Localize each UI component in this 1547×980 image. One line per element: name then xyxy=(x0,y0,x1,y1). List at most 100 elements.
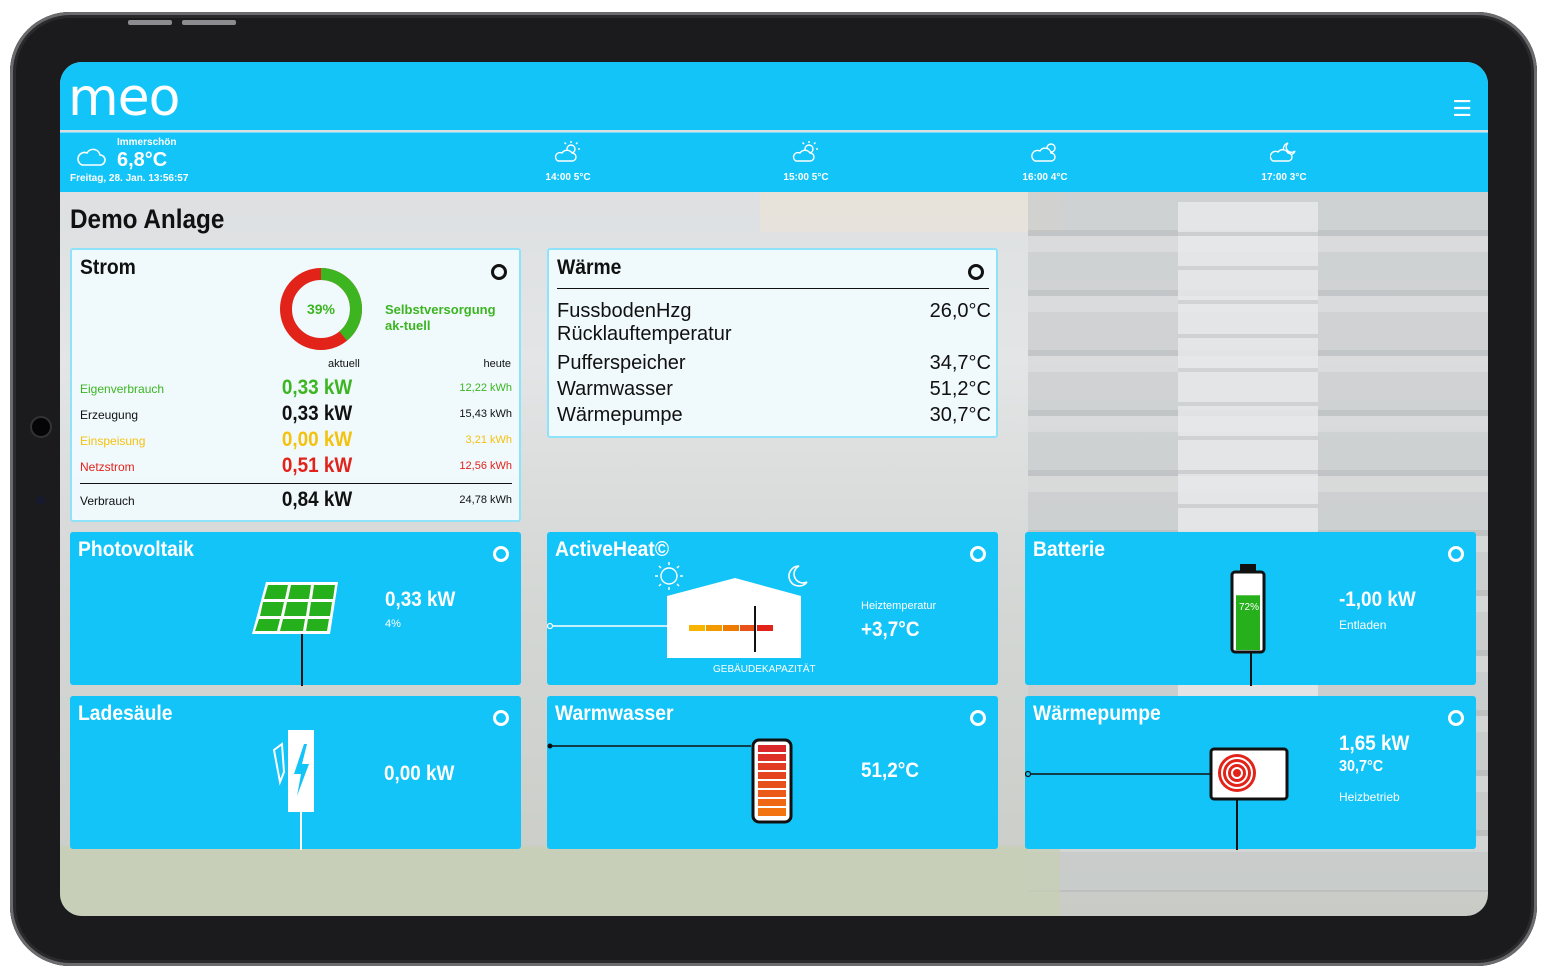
weather-datetime: Freitag, 28. Jan. 13:56:57 xyxy=(70,173,189,184)
cloud-moon-icon xyxy=(1269,142,1296,162)
building-capacity-graphic xyxy=(547,562,808,658)
row-label: Wärmepumpe xyxy=(557,404,683,426)
page-title: Demo Anlage xyxy=(70,204,225,234)
divider xyxy=(80,483,512,484)
battery-level xyxy=(1236,595,1260,650)
column-header-today: heute xyxy=(483,358,511,370)
forecast-label: 17:00 3°C xyxy=(1261,172,1307,183)
weather-temperature: 6,8°C xyxy=(117,149,168,171)
refresh-icon[interactable] xyxy=(970,546,986,562)
row-current: 0,33 kW xyxy=(281,376,352,399)
row-label: FussbodenHzg xyxy=(557,300,692,322)
heating-temp-value: +3,7°C xyxy=(861,618,920,641)
weather-bar: Immerschön 6,8°C Freitag, 28. Jan. 13:56… xyxy=(60,132,1488,192)
refresh-icon[interactable] xyxy=(970,710,986,726)
background-photo xyxy=(760,192,1060,232)
warmwater-temp: 51,2°C xyxy=(861,759,919,782)
row-today: 12,22 kWh xyxy=(459,382,512,394)
row-today: 15,43 kWh xyxy=(459,408,512,420)
row-value: 26,0°C xyxy=(929,300,991,322)
card-title: Wärme xyxy=(557,256,622,279)
card-title: Batterie xyxy=(1033,538,1105,561)
row-label: Eigenverbrauch xyxy=(80,382,165,396)
moon-icon xyxy=(788,565,808,587)
waerme-row: Pufferspeicher 34,7°C xyxy=(557,352,991,375)
batterie-card[interactable]: Batterie 72% -1,00 kW Entladen xyxy=(1025,532,1476,686)
app-header: meo ☰ xyxy=(60,62,1488,130)
forecast-item: 15:00 5°C xyxy=(776,141,836,183)
row-today: 24,78 kWh xyxy=(459,494,512,506)
row-label: Einspeisung xyxy=(80,434,146,448)
row-current: 0,33 kW xyxy=(281,402,352,425)
solar-panel-icon xyxy=(252,582,338,686)
card-title: Warmwasser xyxy=(555,702,674,725)
strom-row-verbrauch: Verbrauch 0,84 kW 24,78 kWh xyxy=(80,488,512,514)
forecast-item: 17:00 3°C xyxy=(1254,141,1314,183)
card-title: ActiveHeat© xyxy=(555,538,670,561)
waerme-row: Warmwasser 51,2°C xyxy=(557,378,991,401)
warmwasser-card[interactable]: Warmwasser 51,2°C xyxy=(547,696,998,849)
forecast-item: 16:00 4°C xyxy=(1015,141,1075,183)
photovoltaik-card[interactable]: Photovoltaik 0,33 kW 4% xyxy=(70,532,521,686)
row-label: Verbrauch xyxy=(80,494,135,508)
pv-power: 0,33 kW xyxy=(385,588,456,611)
row-value: 51,2°C xyxy=(929,378,991,400)
power-button xyxy=(182,20,236,25)
self-supply-percent: 39% xyxy=(307,301,336,317)
background-photo xyxy=(60,846,1060,916)
weather-location: Immerschön xyxy=(117,137,177,148)
sensor-dot xyxy=(36,496,45,505)
ladesaeule-card[interactable]: Ladesäule 0,00 kW xyxy=(70,696,521,850)
sun-cloud-icon xyxy=(554,141,580,162)
hamburger-icon[interactable]: ☰ xyxy=(1452,96,1472,121)
strom-row-eigenverbrauch: Eigenverbrauch 0,33 kW 12,22 kWh xyxy=(80,376,512,402)
charging-power: 0,00 kW xyxy=(384,762,455,785)
battery-soc: 72% xyxy=(1239,602,1260,613)
divider xyxy=(557,288,989,289)
self-supply-label: Selbstversorgung ak-tuell xyxy=(385,302,496,333)
sun-cloud-icon xyxy=(792,141,818,162)
hot-water-tank-icon xyxy=(547,738,793,824)
row-today: 12,56 kWh xyxy=(459,460,512,472)
refresh-icon[interactable] xyxy=(493,710,509,726)
heatpump-mode: Heizbetrieb xyxy=(1339,790,1400,804)
row-label: Netzstrom xyxy=(80,460,135,474)
battery-power: -1,00 kW xyxy=(1339,588,1416,611)
app-logo[interactable]: meo xyxy=(68,68,180,128)
refresh-icon[interactable] xyxy=(1448,546,1464,562)
activeheat-card[interactable]: ActiveHeat© GEBÄUDEKAPAZITÄT Heiztempera… xyxy=(547,532,998,685)
strom-row-einspeisung: Einspeisung 0,00 kW 3,21 kWh xyxy=(80,428,512,454)
heatpump-power: 1,65 kW xyxy=(1339,732,1410,755)
row-label-cont: Rücklauftemperatur xyxy=(557,323,732,345)
app-screen: meo ☰ Immerschön 6,8°C Freitag, 28. Jan.… xyxy=(60,62,1488,916)
heatpump-temp: 30,7°C xyxy=(1339,758,1384,775)
refresh-icon[interactable] xyxy=(968,264,984,280)
building-capacity-caption: GEBÄUDEKAPAZITÄT xyxy=(713,664,816,675)
refresh-icon[interactable] xyxy=(491,264,507,280)
camera-icon xyxy=(30,416,52,438)
row-label: Pufferspeicher xyxy=(557,352,686,374)
self-supply-donut: 39% xyxy=(280,268,362,350)
card-title: Strom xyxy=(80,256,136,279)
card-title: Ladesäule xyxy=(78,702,173,725)
heat-pump-icon xyxy=(1025,747,1289,850)
waermepumpe-card[interactable]: Wärmepumpe 1,65 kW 30,7°C Heizbetrieb xyxy=(1025,696,1476,850)
heating-temp-label: Heiztemperatur xyxy=(861,600,937,612)
row-today: 3,21 kWh xyxy=(465,434,512,446)
row-current: 0,00 kW xyxy=(281,428,352,451)
row-value: 34,7°C xyxy=(929,352,991,374)
strom-row-erzeugung: Erzeugung 0,33 kW 15,43 kWh xyxy=(80,402,512,428)
row-label: Warmwasser xyxy=(557,378,673,400)
volume-button xyxy=(128,20,172,25)
strom-row-netzstrom: Netzstrom 0,51 kW 12,56 kWh xyxy=(80,454,512,480)
row-current: 0,84 kW xyxy=(281,488,352,511)
sun-icon xyxy=(655,562,683,590)
refresh-icon[interactable] xyxy=(493,546,509,562)
cloud-sun-icon xyxy=(1031,143,1056,162)
battery-status: Entladen xyxy=(1339,618,1387,632)
waerme-row: Wärmepumpe 30,7°C xyxy=(557,404,991,427)
waerme-row: FussbodenHzg Rücklauftemperatur 26,0°C xyxy=(557,300,991,346)
refresh-icon[interactable] xyxy=(1448,710,1464,726)
waerme-card[interactable]: Wärme FussbodenHzg Rücklauftemperatur 26… xyxy=(547,248,998,438)
strom-card[interactable]: Strom 39% Selbstversorgung ak-tuell aktu… xyxy=(70,248,521,522)
